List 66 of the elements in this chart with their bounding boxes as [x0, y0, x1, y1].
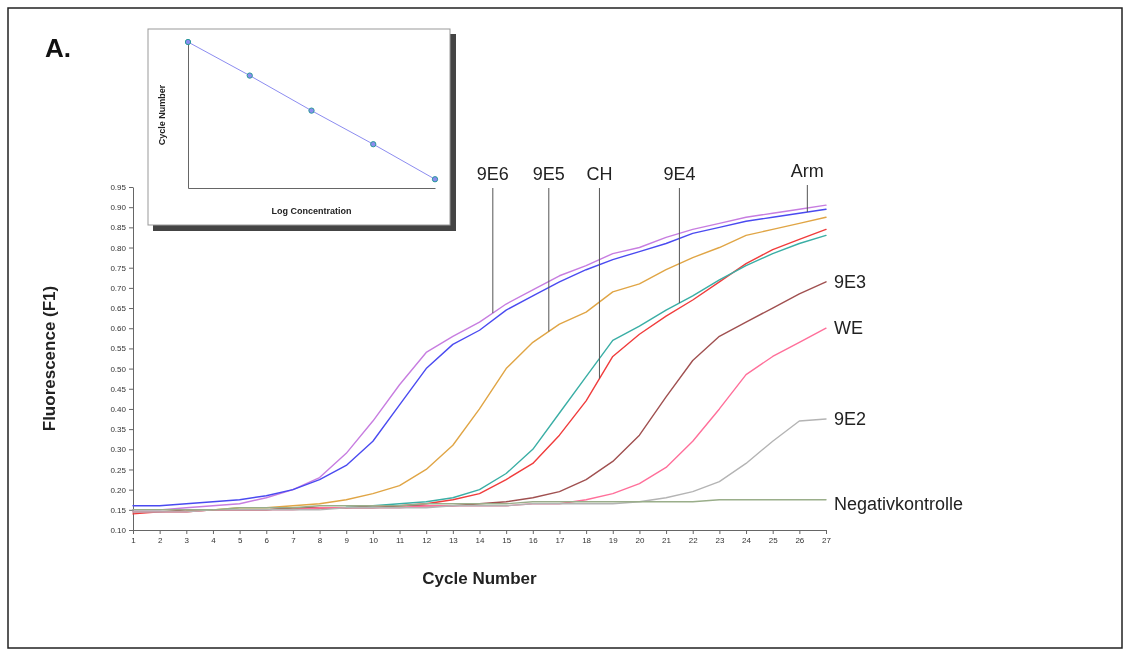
- text: 9E4: [663, 164, 696, 184]
- y-tick-label: 0.65: [110, 304, 127, 314]
- y-tick-label: 0.35: [110, 425, 127, 435]
- y-tick-label: 0.70: [110, 283, 127, 293]
- y-axis-title: Fluorescence (F1): [40, 285, 59, 432]
- x-tick-label: 5: [237, 535, 243, 545]
- series-label: 9E2: [834, 409, 867, 430]
- y-tick-label: 0.60: [110, 324, 127, 334]
- x-tick-label: 3: [184, 535, 190, 545]
- x-tick-label: 16: [528, 535, 539, 545]
- series-label: WE: [834, 318, 863, 339]
- x-tick-label: 27: [822, 535, 832, 545]
- text: 9E5: [532, 164, 565, 184]
- point: [246, 72, 253, 79]
- y-tick-label: 0.20: [110, 485, 127, 495]
- point: [184, 38, 192, 46]
- x-tick-label: 21: [662, 535, 672, 545]
- x-tick-label: 22: [688, 535, 699, 545]
- series-label: Arm: [790, 161, 824, 181]
- x-axis-title: Log Concentration: [271, 206, 352, 216]
- y-tick-label: 0.10: [110, 526, 127, 536]
- x-tick-label: 1: [131, 535, 137, 545]
- x-tick-label: 19: [608, 535, 619, 545]
- series-label: Negativkontrolle: [834, 493, 964, 514]
- x-tick-label: 24: [742, 535, 752, 545]
- x-tick-label: 26: [795, 535, 805, 545]
- x-tick-label: 20: [635, 535, 645, 545]
- text: 9E6: [476, 164, 509, 184]
- y-tick-label: 0.80: [110, 243, 127, 253]
- y-tick-label: 0.95: [110, 183, 127, 193]
- x-tick-label: 11: [395, 535, 405, 545]
- y-tick-label: 0.50: [110, 364, 127, 374]
- y-tick-label: 0.90: [110, 203, 127, 213]
- x-tick-label: 14: [475, 535, 485, 545]
- point: [431, 176, 439, 183]
- line-series: [132, 499, 827, 511]
- point: [308, 107, 315, 114]
- x-tick-label: 2: [157, 535, 163, 545]
- y-tick-label: 0.45: [110, 384, 127, 394]
- text: A.: [45, 33, 71, 63]
- point: [370, 141, 377, 148]
- x-tick-label: 6: [264, 535, 270, 545]
- x-axis-title: Cycle Number: [422, 569, 538, 588]
- y-tick-label: 0.15: [110, 505, 127, 515]
- x-tick-label: 15: [502, 535, 512, 545]
- x-tick-label: 8: [317, 535, 323, 545]
- y-tick-label: 0.75: [110, 263, 127, 273]
- x-tick-label: 23: [715, 535, 725, 545]
- line-series: [132, 418, 827, 513]
- y-tick-label: 0.25: [110, 465, 127, 475]
- x-tick-label: 13: [448, 535, 459, 545]
- y-tick-label: 0.30: [110, 445, 127, 455]
- x-tick-label: 25: [768, 535, 779, 545]
- series-label: 9E3: [834, 271, 867, 292]
- x-tick-label: 10: [368, 535, 379, 545]
- y-tick-label: 0.85: [110, 223, 127, 233]
- x-tick-label: 12: [422, 535, 432, 545]
- y-tick-label: 0.55: [110, 344, 127, 354]
- y-axis-title: Cycle Number: [157, 84, 167, 146]
- x-tick-label: 17: [555, 535, 565, 545]
- x-tick-label: 9: [344, 535, 350, 545]
- x-tick-label: 18: [582, 535, 592, 545]
- x-tick-label: 4: [211, 535, 217, 545]
- y-tick-label: 0.40: [110, 405, 127, 414]
- x-tick-label: 7: [291, 535, 297, 545]
- text: CH: [586, 164, 613, 184]
